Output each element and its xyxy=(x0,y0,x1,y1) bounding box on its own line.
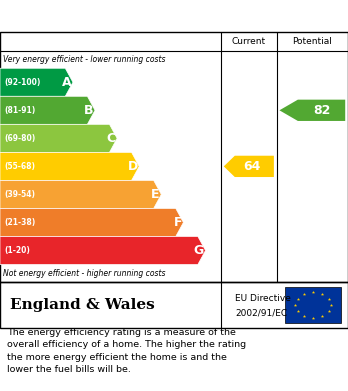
Text: 64: 64 xyxy=(244,160,261,173)
Polygon shape xyxy=(0,152,139,180)
Text: C: C xyxy=(106,132,116,145)
Text: (69-80): (69-80) xyxy=(4,134,35,143)
Text: D: D xyxy=(127,160,138,173)
Text: Very energy efficient - lower running costs: Very energy efficient - lower running co… xyxy=(3,55,166,64)
Text: B: B xyxy=(84,104,94,117)
Polygon shape xyxy=(0,208,183,237)
Polygon shape xyxy=(0,180,161,208)
Text: (39-54): (39-54) xyxy=(4,190,35,199)
Text: (55-68): (55-68) xyxy=(4,162,35,171)
Polygon shape xyxy=(0,96,95,124)
Text: Current: Current xyxy=(232,37,266,46)
Text: (81-91): (81-91) xyxy=(4,106,35,115)
Text: Energy Efficiency Rating: Energy Efficiency Rating xyxy=(69,9,279,23)
Polygon shape xyxy=(0,237,206,264)
Text: 2002/91/EC: 2002/91/EC xyxy=(235,309,287,318)
Text: G: G xyxy=(194,244,204,257)
Text: Potential: Potential xyxy=(292,37,332,46)
Polygon shape xyxy=(279,100,345,121)
Polygon shape xyxy=(0,124,117,152)
Text: England & Wales: England & Wales xyxy=(10,298,155,312)
Text: F: F xyxy=(173,216,182,229)
Text: The energy efficiency rating is a measure of the
overall efficiency of a home. T: The energy efficiency rating is a measur… xyxy=(7,328,246,375)
Text: E: E xyxy=(151,188,160,201)
Text: Not energy efficient - higher running costs: Not energy efficient - higher running co… xyxy=(3,269,166,278)
Bar xyxy=(285,287,341,323)
Text: (1-20): (1-20) xyxy=(4,246,30,255)
Polygon shape xyxy=(0,68,73,96)
Text: A: A xyxy=(62,76,71,89)
Text: (21-38): (21-38) xyxy=(4,218,35,227)
Polygon shape xyxy=(224,156,274,177)
Text: (92-100): (92-100) xyxy=(4,78,41,87)
Text: EU Directive: EU Directive xyxy=(235,294,291,303)
Text: 82: 82 xyxy=(313,104,330,117)
